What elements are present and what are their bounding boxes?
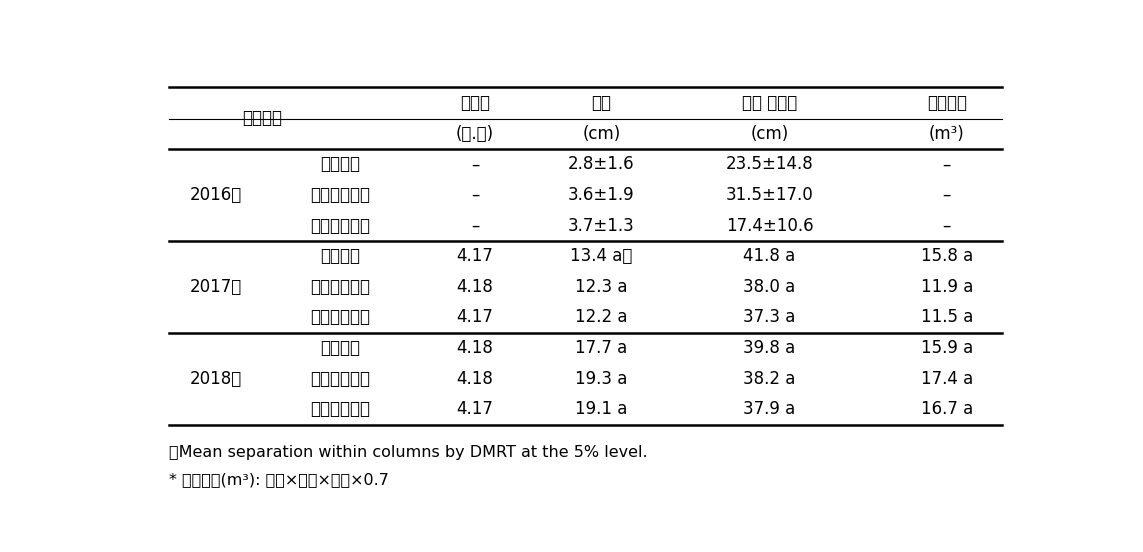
Text: –: – — [471, 156, 479, 173]
Text: 3.7±1.3: 3.7±1.3 — [568, 216, 634, 235]
Text: 39.8 a: 39.8 a — [743, 339, 796, 357]
Text: 수관용적: 수관용적 — [927, 94, 967, 113]
Text: (cm): (cm) — [582, 125, 621, 144]
Text: 41.8 a: 41.8 a — [743, 247, 796, 265]
Text: (cm): (cm) — [751, 125, 789, 144]
Text: 15.8 a: 15.8 a — [920, 247, 973, 265]
Text: 지중점적관수: 지중점적관수 — [310, 309, 370, 326]
Text: 4.17: 4.17 — [456, 247, 494, 265]
Text: 37.3 a: 37.3 a — [743, 309, 796, 326]
Text: 15.9 a: 15.9 a — [920, 339, 973, 357]
Text: 19.3 a: 19.3 a — [575, 370, 628, 388]
Text: (m³): (m³) — [929, 125, 965, 144]
Text: 19.1 a: 19.1 a — [575, 400, 628, 418]
Text: 살수관수: 살수관수 — [320, 339, 360, 357]
Text: 4.18: 4.18 — [456, 370, 494, 388]
Text: ᵺMean separation within columns by DMRT at the 5% level.: ᵺMean separation within columns by DMRT … — [169, 445, 648, 460]
Text: 2.8±1.6: 2.8±1.6 — [568, 156, 634, 173]
Text: (월.일): (월.일) — [456, 125, 494, 144]
Text: 17.4 a: 17.4 a — [920, 370, 973, 388]
Text: 2016년: 2016년 — [190, 186, 242, 204]
Text: 11.5 a: 11.5 a — [920, 309, 973, 326]
Text: 4.17: 4.17 — [456, 309, 494, 326]
Text: 38.0 a: 38.0 a — [743, 278, 796, 296]
Text: –: – — [471, 186, 479, 204]
Text: –: – — [943, 156, 951, 173]
Text: 23.5±14.8: 23.5±14.8 — [726, 156, 814, 173]
Text: 37.9 a: 37.9 a — [743, 400, 796, 418]
Text: 31.5±17.0: 31.5±17.0 — [726, 186, 814, 204]
Text: 11.9 a: 11.9 a — [920, 278, 973, 296]
Text: 4.18: 4.18 — [456, 278, 494, 296]
Text: 4.18: 4.18 — [456, 339, 494, 357]
Text: 신초 신장량: 신초 신장량 — [742, 94, 797, 113]
Text: 살수관수: 살수관수 — [320, 247, 360, 265]
Text: –: – — [943, 216, 951, 235]
Text: 2018년: 2018년 — [190, 370, 242, 388]
Text: 3.6±1.9: 3.6±1.9 — [568, 186, 634, 204]
Text: –: – — [471, 216, 479, 235]
Text: 지중점적관수: 지중점적관수 — [310, 400, 370, 418]
Text: * 수관용적(m³): 장경×단경×높이×0.7: * 수관용적(m³): 장경×단경×높이×0.7 — [169, 473, 390, 487]
Text: 지표점적관수: 지표점적관수 — [310, 278, 370, 296]
Text: 17.4±10.6: 17.4±10.6 — [726, 216, 814, 235]
Text: 12.2 a: 12.2 a — [575, 309, 628, 326]
Text: 지표점적관수: 지표점적관수 — [310, 186, 370, 204]
Text: 13.4 aᵺ: 13.4 aᵺ — [570, 247, 632, 265]
Text: 개화기: 개화기 — [461, 94, 490, 113]
Text: 38.2 a: 38.2 a — [743, 370, 796, 388]
Text: 12.3 a: 12.3 a — [575, 278, 628, 296]
Text: 17.7 a: 17.7 a — [575, 339, 628, 357]
Text: 4.17: 4.17 — [456, 400, 494, 418]
Text: 간주: 간주 — [591, 94, 612, 113]
Text: 지표점적관수: 지표점적관수 — [310, 370, 370, 388]
Text: 2017년: 2017년 — [190, 278, 242, 296]
Text: 16.7 a: 16.7 a — [920, 400, 973, 418]
Text: 관수방법: 관수방법 — [242, 109, 282, 128]
Text: 지중점적관수: 지중점적관수 — [310, 216, 370, 235]
Text: –: – — [943, 186, 951, 204]
Text: 살수관수: 살수관수 — [320, 156, 360, 173]
